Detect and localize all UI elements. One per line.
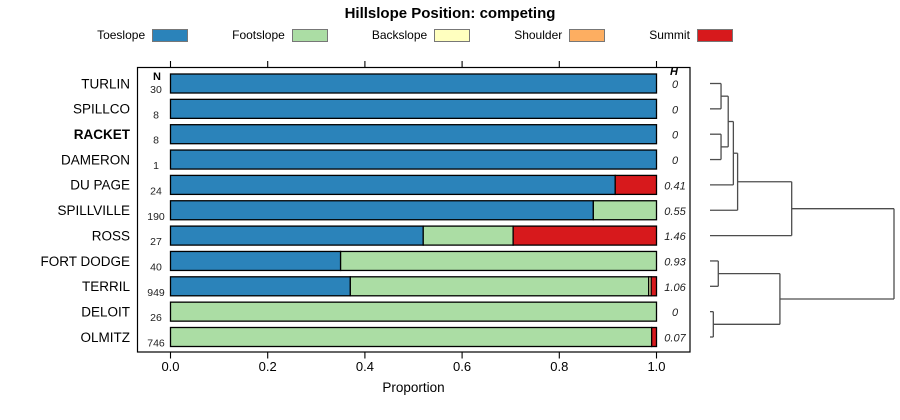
- bar-segment-footslope: [349, 276, 650, 297]
- row-n-value: 24: [150, 185, 162, 197]
- row-n-value: 190: [147, 211, 165, 223]
- row-label: FORT DODGE: [40, 254, 130, 269]
- row-label: DAMERON: [61, 152, 130, 167]
- row-label: TURLIN: [81, 76, 130, 91]
- row-n-value: 30: [150, 84, 162, 96]
- row-label: TERRIL: [82, 279, 131, 294]
- row-h-value: 0.41: [664, 180, 685, 192]
- legend-swatch-icon: [152, 28, 189, 42]
- row-h-value: 0.07: [664, 333, 686, 345]
- legend-label: Backslope: [371, 28, 428, 42]
- row-h-value: 0: [672, 155, 679, 167]
- row-n-value: 746: [147, 338, 165, 350]
- row-h-value: 1.06: [664, 282, 686, 294]
- row-label: RACKET: [74, 127, 131, 142]
- legend-item-toeslope: Toeslope: [97, 28, 189, 42]
- row-h-value: 0: [672, 307, 679, 319]
- x-axis-tick-label: 0.4: [356, 359, 374, 374]
- bar-segment-toeslope: [169, 225, 424, 246]
- bar-segment-toeslope: [169, 174, 616, 196]
- bar-segment-summit: [650, 326, 658, 348]
- bar-segment-summit: [650, 276, 658, 297]
- row-h-value: 1.46: [664, 231, 686, 243]
- row-h-value: 0.55: [664, 206, 686, 218]
- row-n-value: 949: [147, 287, 165, 299]
- row-label: ROSS: [92, 228, 130, 243]
- bar-segment-toeslope: [169, 276, 351, 297]
- plot-box: [136, 66, 691, 353]
- legend-item-shoulder: Shoulder: [514, 28, 606, 42]
- x-axis-tick-label: 0.6: [453, 359, 471, 374]
- legend-item-summit: Summit: [649, 28, 733, 42]
- legend-swatch-icon: [696, 28, 733, 42]
- bar-segment-toeslope: [169, 73, 658, 94]
- bar-segment-toeslope: [169, 250, 342, 272]
- legend-swatch-icon: [569, 28, 606, 42]
- row-n-value: 40: [150, 261, 162, 273]
- bar-segment-toeslope: [169, 98, 658, 119]
- x-axis-tick-label: 1.0: [647, 359, 665, 374]
- bar-segment-footslope: [339, 250, 658, 272]
- row-n-value: 26: [150, 312, 162, 324]
- row-label: OLMITZ: [81, 330, 131, 345]
- legend-swatch-icon: [434, 28, 471, 42]
- row-label: SPILLCO: [73, 102, 130, 117]
- x-axis-tick-label: 0.8: [550, 359, 568, 374]
- bar-segment-summit: [512, 225, 658, 246]
- row-label: DU PAGE: [70, 178, 130, 193]
- row-h-value: 0: [672, 104, 679, 116]
- bar-segment-summit: [614, 174, 658, 196]
- legend-swatch-icon: [291, 28, 328, 42]
- x-axis-tick-label: 0.0: [161, 359, 179, 374]
- legend-item-footslope: Footslope: [232, 28, 328, 42]
- row-n-value: 8: [153, 135, 159, 147]
- row-h-value: 0: [672, 130, 679, 142]
- legend: Toeslope Footslope Backslope Shoulder Summit: [0, 28, 830, 42]
- legend-label: Toeslope: [97, 28, 146, 42]
- row-h-value: 0: [672, 79, 679, 91]
- bar-segment-toeslope: [169, 124, 658, 145]
- x-axis-title: Proportion: [382, 380, 444, 395]
- bar-segment-toeslope: [169, 200, 594, 221]
- h-column-header: H: [670, 66, 679, 78]
- x-axis-tick-label: 0.2: [259, 359, 277, 374]
- bar-segment-footslope: [169, 301, 658, 322]
- row-label: DELOIT: [81, 304, 130, 319]
- row-label: SPILLVILLE: [57, 203, 130, 218]
- row-n-value: 27: [150, 236, 162, 248]
- row-h-value: 0.93: [664, 256, 686, 268]
- legend-label: Shoulder: [514, 28, 563, 42]
- legend-label: Summit: [649, 28, 690, 42]
- legend-label: Footslope: [232, 28, 285, 42]
- row-n-value: 1: [153, 160, 159, 172]
- bar-segment-toeslope: [169, 149, 658, 170]
- bar-segment-footslope: [592, 200, 658, 221]
- chart-title: Hillslope Position: competing: [344, 5, 556, 22]
- n-column-header: N: [153, 71, 161, 83]
- bar-segment-footslope: [422, 225, 514, 246]
- legend-item-backslope: Backslope: [371, 28, 471, 42]
- bar-segment-footslope: [169, 326, 653, 348]
- row-n-value: 8: [153, 109, 159, 121]
